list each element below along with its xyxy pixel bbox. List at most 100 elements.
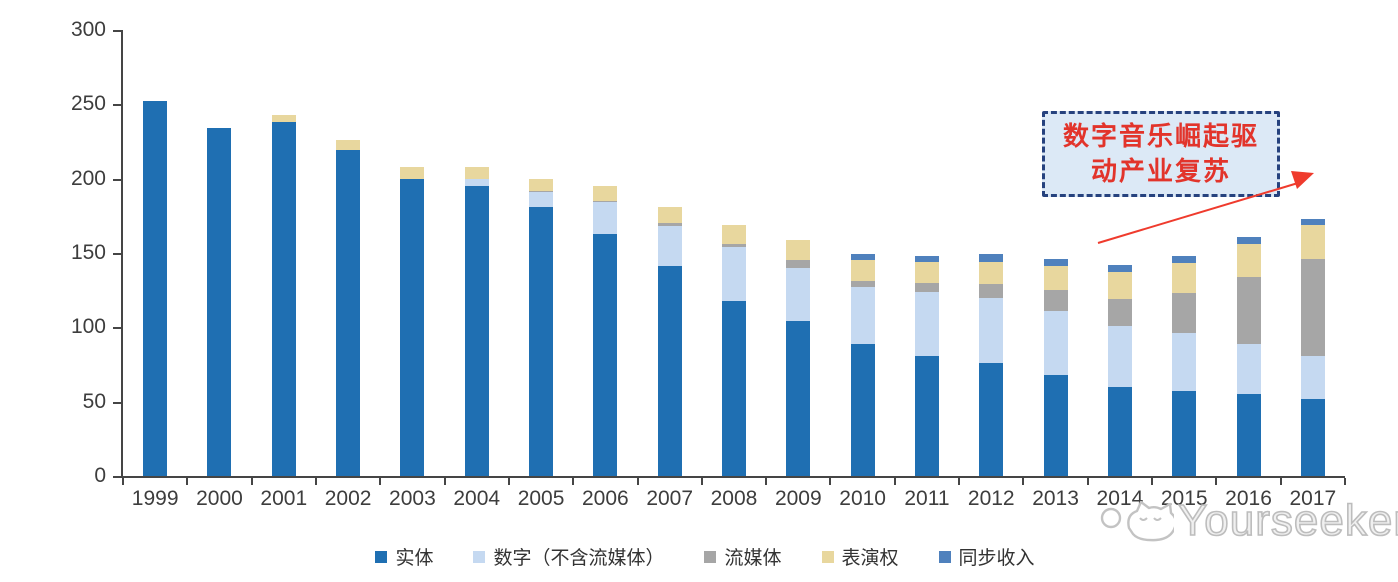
legend-item-4: 同步收入: [938, 543, 1035, 570]
bar-segment-2013: [1043, 266, 1068, 291]
x-axis-label: 2010: [839, 487, 886, 510]
bar-segment-2003: [400, 178, 425, 476]
y-axis-tick: [113, 253, 121, 255]
bar-segment-2010: [850, 343, 875, 476]
legend-label: 实体: [395, 548, 434, 569]
x-axis-tick: [1279, 478, 1282, 485]
bar-segment-2013: [1043, 374, 1068, 476]
bar-segment-2012: [979, 284, 1004, 298]
x-axis-label: 2003: [389, 487, 436, 510]
annotation-line-2: 动产业复苏: [1090, 156, 1231, 186]
y-axis-label: 250: [70, 92, 106, 116]
bar-segment-2015: [1172, 391, 1197, 476]
x-axis-tick: [636, 478, 639, 485]
bar-segment-2013: [1043, 290, 1068, 311]
x-axis-label: 2005: [517, 487, 565, 510]
bar-segment-2012: [979, 254, 1004, 262]
x-axis-label: 2008: [710, 487, 758, 510]
bar-segment-2011: [914, 282, 939, 292]
bar-segment-2008: [722, 300, 746, 476]
bar-segment-2007: [657, 226, 682, 267]
x-axis-label: 2014: [1096, 487, 1144, 510]
bar-segment-2016: [1236, 276, 1261, 344]
x-axis-label: 2016: [1225, 487, 1272, 510]
x-axis-label: 2012: [967, 487, 1015, 510]
bar-segment-2014: [1107, 299, 1132, 326]
y-axis-tick: [113, 104, 121, 107]
bar-segment-2004: [464, 186, 489, 476]
watermark: Yourseeker: [1098, 494, 1398, 548]
bar-segment-2010: [850, 260, 875, 282]
legend-label: 数字（不含流媒体）: [493, 548, 665, 569]
bar-segment-2001: [271, 114, 296, 123]
y-axis-line: [121, 30, 123, 478]
x-axis-tick: [314, 478, 317, 485]
x-axis-tick: [1022, 478, 1025, 485]
bar-segment-1999: [143, 101, 168, 476]
bar-segment-2014: [1107, 264, 1132, 273]
bar-segment-2012: [979, 297, 1004, 363]
legend-swatch-icon: [375, 550, 388, 563]
bar-segment-2017: [1300, 398, 1325, 476]
legend-label: 流媒体: [724, 548, 782, 569]
x-axis-tick: [829, 478, 832, 485]
bar-segment-2017: [1300, 224, 1325, 259]
legend-label: 同步收入: [958, 548, 1035, 569]
y-axis-label: 50: [82, 389, 106, 413]
x-axis-label: 2007: [646, 487, 694, 510]
y-axis-label: 0: [94, 464, 106, 487]
bar-segment-2015: [1172, 333, 1197, 392]
watermark-text: Yourseeker: [1177, 496, 1398, 545]
x-axis-tick: [122, 478, 124, 485]
bar-segment-2004: [464, 178, 489, 187]
x-axis-tick: [250, 478, 253, 485]
x-axis-label: 2011: [904, 487, 950, 510]
bar-segment-2002: [336, 150, 361, 476]
bar-segment-2014: [1107, 386, 1132, 476]
bar-segment-2017: [1300, 258, 1325, 356]
bar-segment-2003: [400, 166, 425, 179]
x-axis-tick: [765, 478, 768, 485]
y-axis-tick: [113, 30, 121, 32]
bar-segment-2008: [722, 224, 746, 245]
bar-segment-2005: [529, 206, 554, 476]
x-axis-tick: [572, 478, 575, 485]
bar-segment-2017: [1300, 355, 1325, 399]
bar-segment-2014: [1107, 325, 1132, 387]
x-axis-label: 2006: [582, 487, 629, 510]
y-axis-tick: [113, 178, 121, 181]
bar-segment-2001: [271, 122, 296, 476]
bar-segment-2007: [657, 223, 682, 227]
y-axis-label: 200: [70, 166, 106, 190]
annotation-line-1: 数字音乐崛起驱: [1062, 121, 1259, 151]
x-axis-label: 1999: [131, 487, 179, 510]
bar-segment-2009: [786, 239, 811, 261]
legend-swatch-icon: [938, 550, 951, 563]
x-axis-label: 2000: [196, 487, 243, 510]
x-axis-tick: [379, 478, 382, 485]
legend-swatch-icon: [821, 550, 834, 563]
bar-segment-2011: [914, 355, 939, 476]
x-axis-label: 2002: [324, 487, 372, 510]
x-axis-tick: [1215, 478, 1218, 485]
y-axis-label: 150: [70, 241, 106, 264]
annotation-callout: 数字音乐崛起驱 动产业复苏: [1042, 111, 1280, 197]
bar-segment-2016: [1236, 244, 1261, 277]
chart-legend: 实体 数字（不含流媒体） 流媒体 表演权 同步收入: [6, 543, 1398, 570]
bar-segment-2006: [593, 233, 618, 476]
x-axis-label: 2017: [1289, 487, 1337, 510]
legend-item-2: 流媒体: [704, 543, 782, 570]
bar-segment-2009: [786, 267, 811, 322]
bar-segment-2009: [786, 260, 811, 268]
bar-segment-2011: [914, 255, 939, 262]
x-axis-tick: [958, 478, 961, 485]
bar-segment-2013: [1043, 310, 1068, 375]
bar-segment-2007: [657, 266, 682, 476]
bar-segment-2006: [593, 186, 618, 201]
x-axis-label: 2009: [774, 487, 822, 510]
bar-segment-2005: [529, 178, 554, 191]
legend-item-1: 数字（不含流媒体）: [473, 543, 664, 570]
y-axis-label: 300: [70, 18, 106, 41]
x-axis-tick: [1086, 478, 1089, 485]
